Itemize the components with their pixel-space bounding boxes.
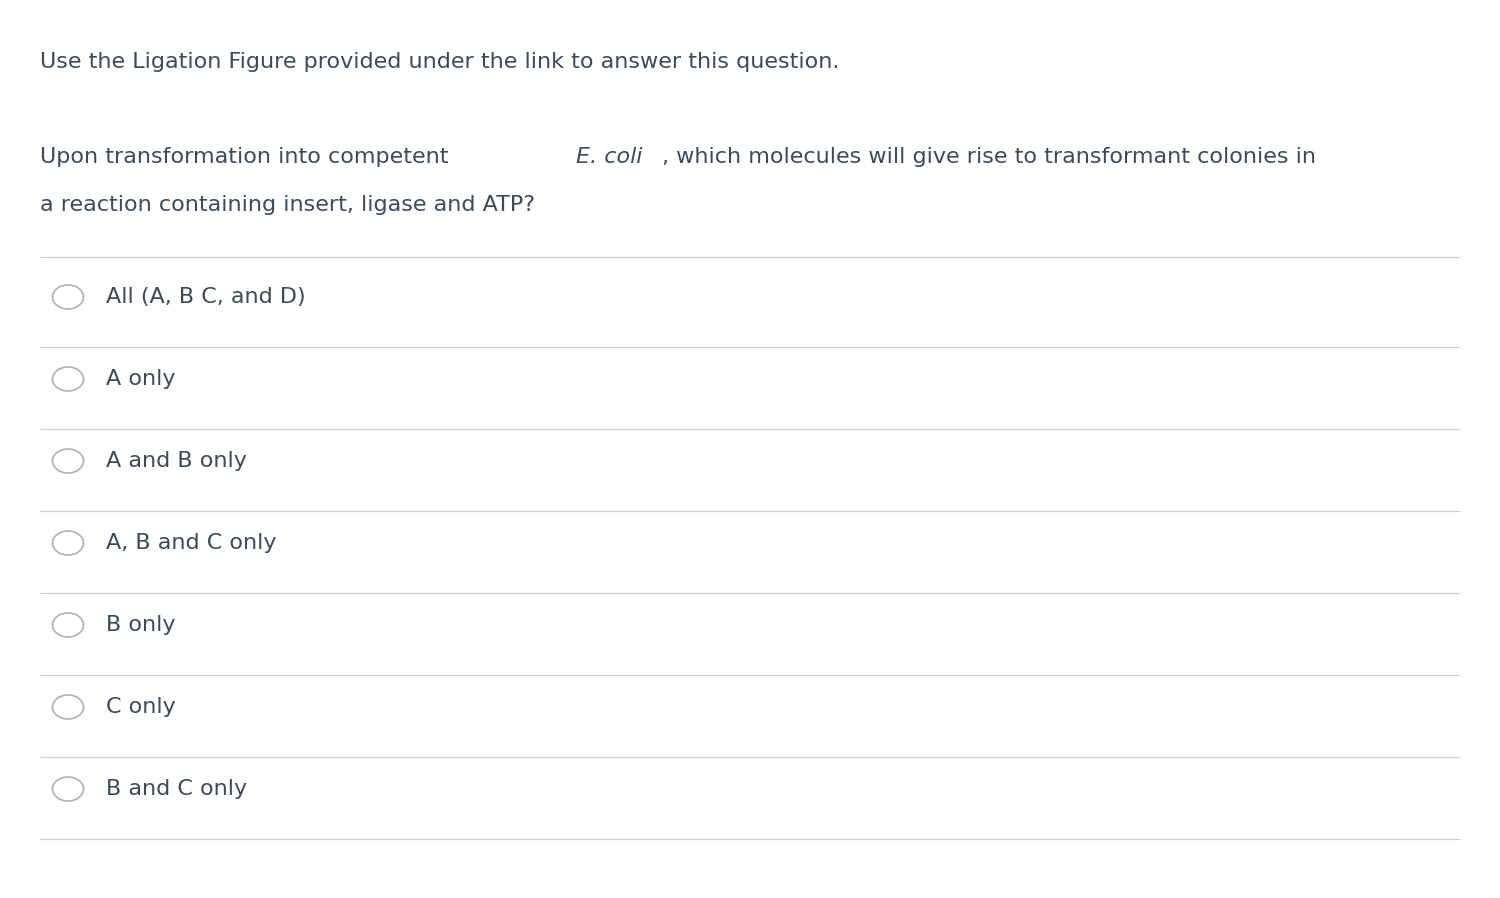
Text: Upon transformation into competent: Upon transformation into competent: [40, 147, 456, 167]
Text: B only: B only: [105, 615, 176, 635]
Text: , which molecules will give rise to transformant colonies in: , which molecules will give rise to tran…: [662, 147, 1316, 167]
Text: E. coli: E. coli: [576, 147, 642, 167]
Text: C only: C only: [105, 697, 176, 717]
Text: A and B only: A and B only: [105, 451, 246, 471]
Text: All (A, B C, and D): All (A, B C, and D): [105, 287, 304, 307]
Text: Use the Ligation Figure provided under the link to answer this question.: Use the Ligation Figure provided under t…: [40, 52, 840, 72]
Text: A, B and C only: A, B and C only: [105, 533, 276, 553]
Text: B and C only: B and C only: [105, 779, 246, 799]
Text: a reaction containing insert, ligase and ATP?: a reaction containing insert, ligase and…: [40, 195, 536, 215]
Text: A only: A only: [105, 369, 176, 389]
